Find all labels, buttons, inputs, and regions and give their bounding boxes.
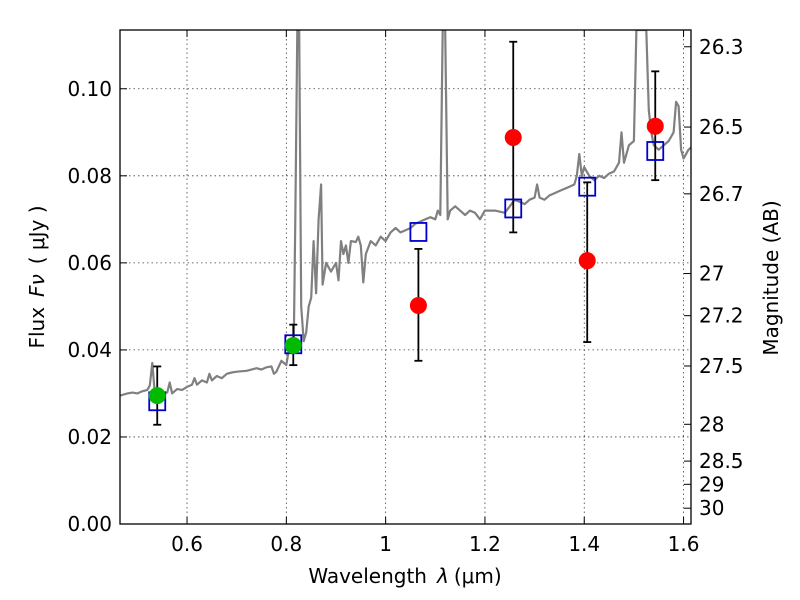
x-tick-label: 1.2 (469, 532, 501, 556)
flux-point-circle (504, 129, 522, 147)
flux-point-circle (284, 337, 302, 355)
y-axis-title-text: Flux (25, 307, 49, 349)
model-band-square (578, 176, 597, 197)
plot-frame (119, 29, 692, 525)
x-tick-label: 0.8 (270, 532, 302, 556)
x-axis-title-units: (μm) (454, 564, 502, 588)
plot-area (120, 30, 691, 426)
axis-ticks: 0.6 0.8 1 1.2 1.4 1.6 0.00 0.02 0.04 0.06 0.08 0.10… (67, 30, 744, 556)
y-tick-label: 0.08 (67, 164, 112, 188)
magnitude-tick-label: 27.5 (699, 354, 744, 378)
flux-point-circle (148, 387, 166, 405)
x-tick-label: 1.4 (568, 532, 600, 556)
y-axis-title-units: ( μJy ) (25, 205, 49, 264)
magnitude-tick-label: 28 (699, 412, 724, 436)
flux-point-circle (646, 117, 664, 135)
magnitude-tick-label: 27.2 (699, 304, 744, 328)
x-axis-title-symbol: λ (436, 564, 449, 588)
x-axis-title-text: Wavelength (308, 564, 427, 588)
y-tick-label: 0.06 (67, 251, 112, 275)
y-tick-label: 0.02 (67, 425, 112, 449)
magnitude-tick-label: 29 (699, 472, 724, 496)
x-tick-label: 0.6 (171, 532, 203, 556)
model-band-square (409, 222, 428, 242)
magnitude-tick-label: 28.5 (699, 449, 744, 473)
model-spectrum-line (120, 30, 691, 397)
flux-point-circle (578, 252, 596, 270)
magnitude-tick-label: 26.3 (699, 35, 744, 59)
x-axis-title: Wavelength λ (μm) (308, 564, 501, 588)
model-band-square (646, 141, 665, 161)
magnitude-tick-label: 26.7 (699, 182, 744, 206)
y-tick-label: 0.04 (67, 338, 112, 362)
flux-point-circle (409, 297, 427, 315)
magnitude-tick-label: 26.5 (699, 115, 744, 139)
y-axis-title-symbol: Fν (25, 274, 49, 297)
y-tick-label: 0.10 (67, 77, 112, 101)
model-band-square (504, 198, 523, 219)
magnitude-tick-label: 30 (699, 496, 724, 520)
x-tick-label: 1 (379, 532, 392, 556)
y-tick-label: 0.00 (67, 512, 112, 536)
magnitude-tick-label: 27 (699, 262, 724, 286)
x-tick-label: 1.6 (668, 532, 700, 556)
y-axis-title: Flux Fν ( μJy ) (25, 205, 49, 348)
y2-axis-title: Magnitude (AB) (759, 200, 783, 355)
